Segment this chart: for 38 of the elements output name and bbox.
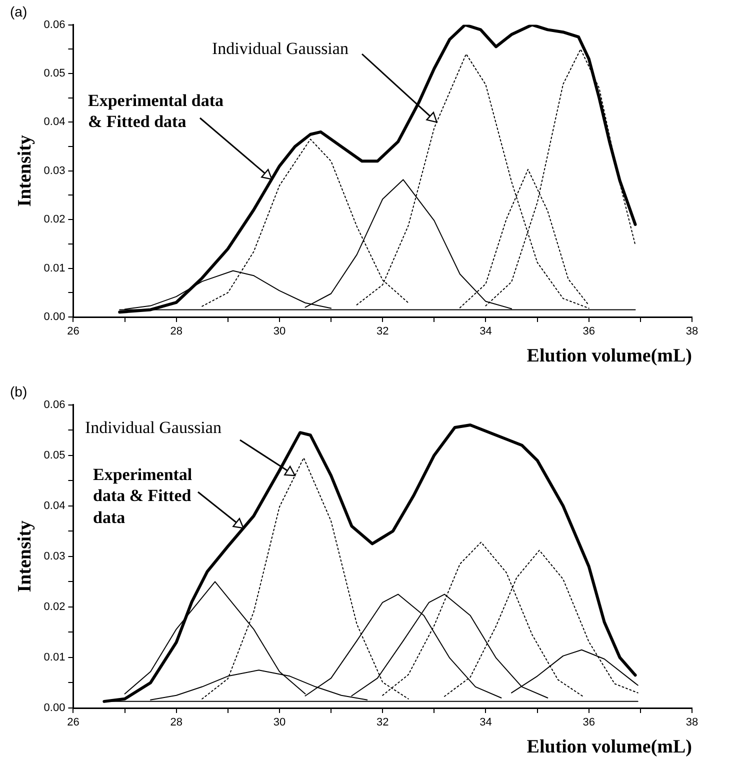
y-tick-label: 0.01 xyxy=(44,262,66,274)
x-tick-label: 32 xyxy=(376,326,389,338)
x-tick-label: 30 xyxy=(273,326,286,338)
y-tick-label: 0.05 xyxy=(44,68,66,80)
y-tick-label: 0.05 xyxy=(44,449,66,462)
x-tick-label: 34 xyxy=(480,716,492,729)
x-tick-label: 34 xyxy=(480,326,492,338)
x-tick-label: 36 xyxy=(582,716,595,729)
y-axis-title: Intensity xyxy=(14,134,36,207)
y-tick-label: 0.03 xyxy=(44,164,66,177)
x-tick-label: 32 xyxy=(376,716,389,729)
x-tick-label: 26 xyxy=(67,716,80,729)
annotation: Individual Gaussian xyxy=(85,417,222,438)
y-tick-label: 0.02 xyxy=(44,600,66,613)
x-tick-label: 28 xyxy=(170,326,182,338)
x-tick-label: 30 xyxy=(273,716,286,729)
x-tick-label: 38 xyxy=(686,326,698,338)
x-tick-label: 36 xyxy=(582,326,595,338)
chart-title: (b) xyxy=(10,383,28,400)
x-axis-title: Elution volume(mL) xyxy=(526,346,692,367)
annotation: Experimental data & Fitted data xyxy=(93,464,194,528)
y-tick-label: 0.02 xyxy=(44,214,66,226)
annotation: Individual Gaussian xyxy=(212,38,350,60)
y-tick-label: 0.01 xyxy=(44,652,66,664)
x-tick-label: 28 xyxy=(170,716,182,729)
y-tick-label: 0.03 xyxy=(44,550,66,562)
x-tick-label: 38 xyxy=(686,716,698,729)
y-tick-label: 0.06 xyxy=(44,398,66,411)
y-tick-label: 0.06 xyxy=(44,18,66,31)
y-tick-label: 0.00 xyxy=(44,702,66,714)
x-axis-title: Elution volume(mL) xyxy=(526,736,692,758)
y-tick-label: 0.00 xyxy=(44,311,66,324)
y-tick-label: 0.04 xyxy=(44,116,66,128)
y-axis-title: Intensity xyxy=(14,520,36,592)
y-tick-label: 0.04 xyxy=(44,500,66,512)
chart-title: (a) xyxy=(10,3,28,20)
x-tick-label: 26 xyxy=(67,326,80,338)
annotation: Experimental data & Fitted data xyxy=(88,90,225,132)
